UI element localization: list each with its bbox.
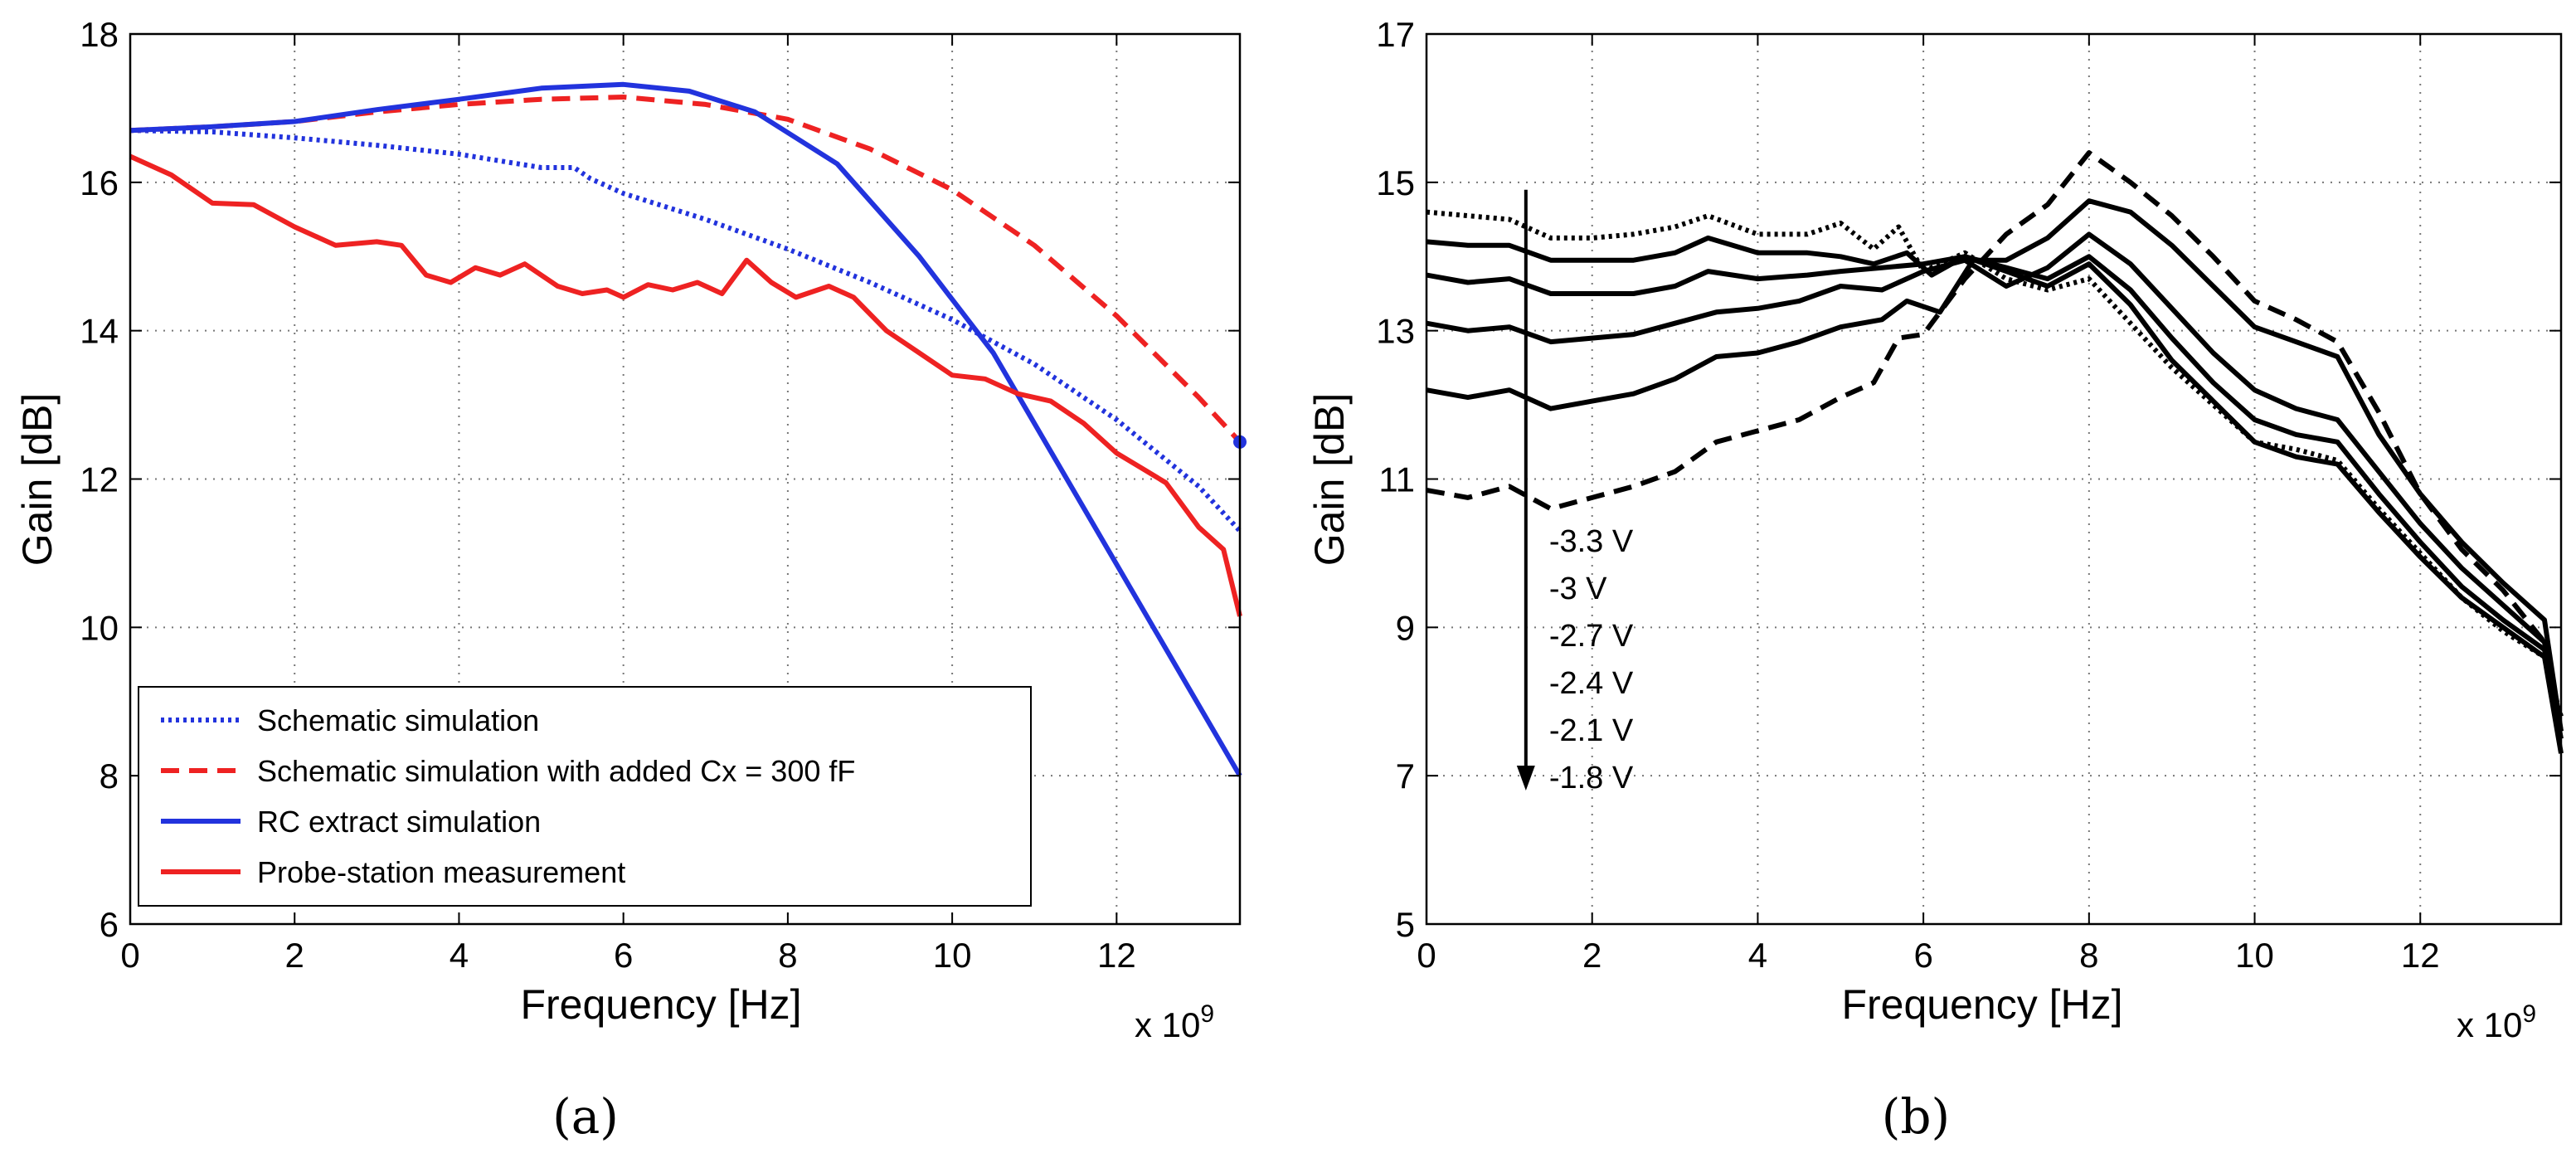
- b-y-tick-label: 7: [1396, 757, 1415, 795]
- a-series-line-2: [129, 81, 1242, 777]
- b-x-tick-label: 4: [1748, 936, 1767, 975]
- b-y-tick-label: 15: [1376, 163, 1415, 202]
- chart-a-legend-box: [138, 686, 1032, 907]
- a-x-tick-label: 2: [285, 936, 304, 975]
- b-series-line-5: [1426, 150, 2564, 732]
- chart-b: 0 2 4 6 8 10 12 5 7 9 11 13 15 17 Frequency [Hz] Gain…: [1306, 15, 2564, 1044]
- chart-a-legend-label-1: Schematic simulation with added Cx = 300…: [257, 754, 855, 788]
- a-series-line-3: [129, 153, 1242, 617]
- a-x-tick-label: 8: [778, 936, 797, 975]
- panel-label-b: (b): [1882, 1088, 1950, 1145]
- panel-label-a: (a): [552, 1088, 619, 1145]
- chart-b-x-multiplier: x 109: [2457, 1000, 2536, 1044]
- chart-b-y-axis-label: Gain [dB]: [1306, 393, 1353, 566]
- chart-b-arrow-head: [1516, 766, 1535, 791]
- b-y-tick-label: 9: [1396, 608, 1415, 647]
- a-series-line-0: [129, 128, 1242, 533]
- a-x-tick-label: 12: [1097, 936, 1136, 975]
- a-y-tick-label: 10: [80, 608, 119, 647]
- b-x-tick-label: 0: [1417, 936, 1436, 975]
- chart-b-x-multiplier-base: x 10: [2457, 1005, 2522, 1044]
- a-y-tick-label: 14: [80, 312, 119, 351]
- chart-b-voltage-label-5: -1.8 V: [1549, 761, 1634, 795]
- chart-b-ticks: 0 2 4 6 8 10 12 5 7 9 11 13 15 17: [1376, 15, 2561, 975]
- chart-a-legend-label-3: Probe-station measurement: [257, 855, 625, 889]
- chart-a: 0 2 4 6 8 10 12 6 8 10 12 14 16 18 Frequency [Hz] Gai…: [14, 15, 1247, 1044]
- b-y-tick-label: 13: [1376, 312, 1415, 351]
- a-y-tick-label: 16: [80, 163, 119, 202]
- b-series-line-4: [1426, 198, 2564, 732]
- a-y-tick-label: 8: [100, 757, 119, 795]
- chart-b-grid: [1427, 34, 2561, 924]
- chart-a-legend: Schematic simulation Schematic simulation…: [138, 686, 1032, 907]
- chart-a-series-group: [129, 81, 1247, 777]
- chart-a-legend-label-2: RC extract simulation: [257, 805, 541, 839]
- b-y-tick-label: 11: [1378, 460, 1415, 499]
- chart-b-voltage-label-2: -2.7 V: [1549, 619, 1634, 654]
- b-series-line-2: [1426, 254, 2564, 740]
- chart-b-x-multiplier-exponent: 9: [2522, 1000, 2536, 1028]
- chart-a-x-multiplier-base: x 10: [1135, 1005, 1200, 1044]
- b-x-tick-label: 10: [2235, 936, 2274, 975]
- a-y-tick-label: 6: [100, 905, 119, 944]
- chart-b-voltage-label-1: -3 V: [1549, 572, 1607, 606]
- b-x-tick-label: 6: [1913, 936, 1932, 975]
- chart-a-legend-items: Schematic simulation Schematic simulation…: [161, 703, 855, 889]
- chart-a-x-multiplier: x 109: [1135, 1000, 1214, 1044]
- chart-b-x-axis-label: Frequency [Hz]: [1841, 981, 2122, 1028]
- b-x-tick-label: 8: [2079, 936, 2098, 975]
- chart-a-y-axis-label: Gain [dB]: [14, 393, 61, 566]
- a-x-tick-label: 4: [450, 936, 469, 975]
- chart-a-legend-label-0: Schematic simulation: [257, 703, 539, 737]
- b-series-line-3: [1426, 231, 2564, 732]
- chart-b-voltage-label-0: -3.3 V: [1549, 524, 1634, 559]
- a-x-tick-label: 6: [614, 936, 633, 975]
- b-y-tick-label: 17: [1376, 15, 1415, 54]
- chart-a-x-multiplier-exponent: 9: [1200, 1000, 1214, 1028]
- a-series-line-1: [129, 95, 1242, 444]
- a-y-tick-label: 18: [80, 15, 119, 54]
- chart-b-voltage-label-4: -2.1 V: [1549, 713, 1634, 748]
- chart-a-ticks: 0 2 4 6 8 10 12 6 8 10 12 14 16 18: [80, 15, 1240, 975]
- a-x-tick-label: 0: [120, 936, 139, 975]
- chart-b-voltage-label-3: -2.4 V: [1549, 666, 1634, 701]
- a-x-tick-label: 10: [933, 936, 972, 975]
- chart-b-series-group: [1426, 150, 2564, 754]
- b-y-tick-label: 5: [1396, 905, 1415, 944]
- a-y-tick-label: 12: [80, 460, 119, 499]
- chart-a-x-axis-label: Frequency [Hz]: [520, 981, 801, 1028]
- b-x-tick-label: 2: [1582, 936, 1601, 975]
- b-x-tick-label: 12: [2401, 936, 2440, 975]
- chart-b-annotation: -3.3 V -3 V -2.7 V -2.4 V -2.1 V -1.8 V: [1516, 189, 1634, 795]
